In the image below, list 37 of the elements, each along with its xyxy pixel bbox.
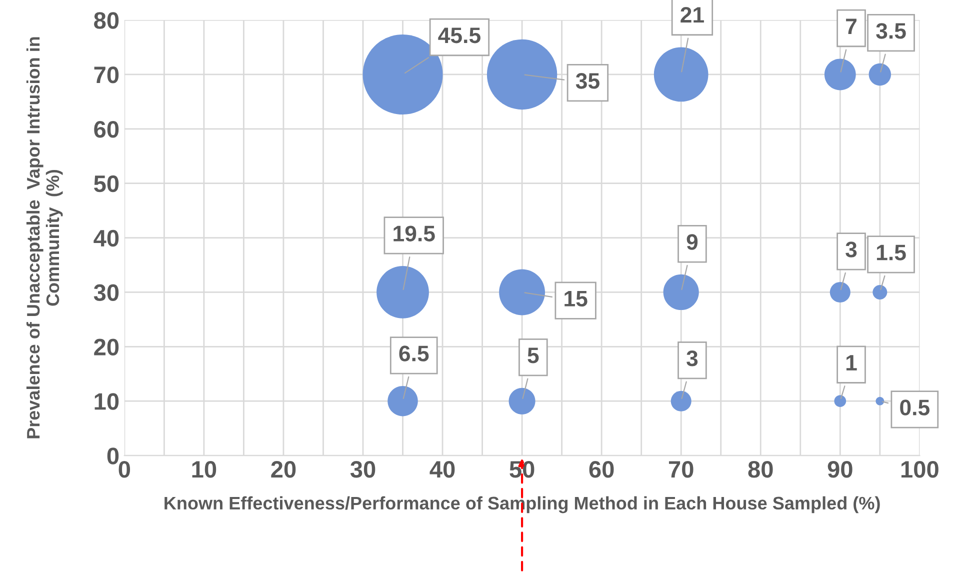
data-label: 45.5	[438, 28, 480, 44]
data-label: 7	[846, 18, 856, 34]
x-tick-label: 30	[350, 461, 376, 478]
data-label: 9	[686, 234, 698, 250]
x-tick-label: 10	[192, 461, 216, 478]
data-label: 15	[564, 291, 588, 307]
x-tick-label: 70	[668, 461, 694, 478]
x-tick-label: 60	[589, 461, 614, 478]
data-label: 1.5	[876, 244, 906, 260]
x-tick-label: 0	[118, 461, 130, 478]
x-tick-label: 40	[430, 461, 455, 478]
data-label: 3	[686, 350, 698, 366]
data-label: 3	[846, 242, 857, 258]
y-tick-label: 60	[94, 120, 119, 138]
x-tick-label: 80	[748, 461, 773, 478]
y-tick-label: 70	[94, 66, 119, 84]
x-tick-label: 50	[510, 461, 534, 478]
x-tick-label: 100	[901, 461, 938, 478]
data-label: 21	[680, 6, 704, 22]
y-tick-label: 20	[94, 338, 119, 356]
y-tick-label: 0	[107, 448, 119, 464]
y-tick-label: 80	[94, 12, 119, 29]
x-tick-label: 20	[271, 461, 296, 478]
data-label: 19.5	[394, 226, 435, 242]
data-label: 6.5	[399, 346, 429, 362]
data-label: 0.5	[900, 400, 930, 416]
data-label: 3.5	[876, 23, 906, 39]
y-tick-label: 50	[94, 175, 119, 192]
y-tick-label: 10	[94, 393, 119, 410]
x-axis-title: Known Effectiveness/Performance of Sampling Method in Each House Sampled (%)	[164, 496, 880, 514]
x-tick-label: 90	[828, 461, 852, 478]
data-label: 35	[576, 73, 600, 89]
data-label: 5	[528, 348, 539, 364]
data-label: 1	[846, 355, 857, 370]
y-axis-title: Prevalence of Unacceptable Vapor Intrusion in Community (%)	[26, 37, 63, 438]
y-tick-label: 40	[94, 230, 119, 247]
y-tick-label: 30	[94, 284, 119, 302]
